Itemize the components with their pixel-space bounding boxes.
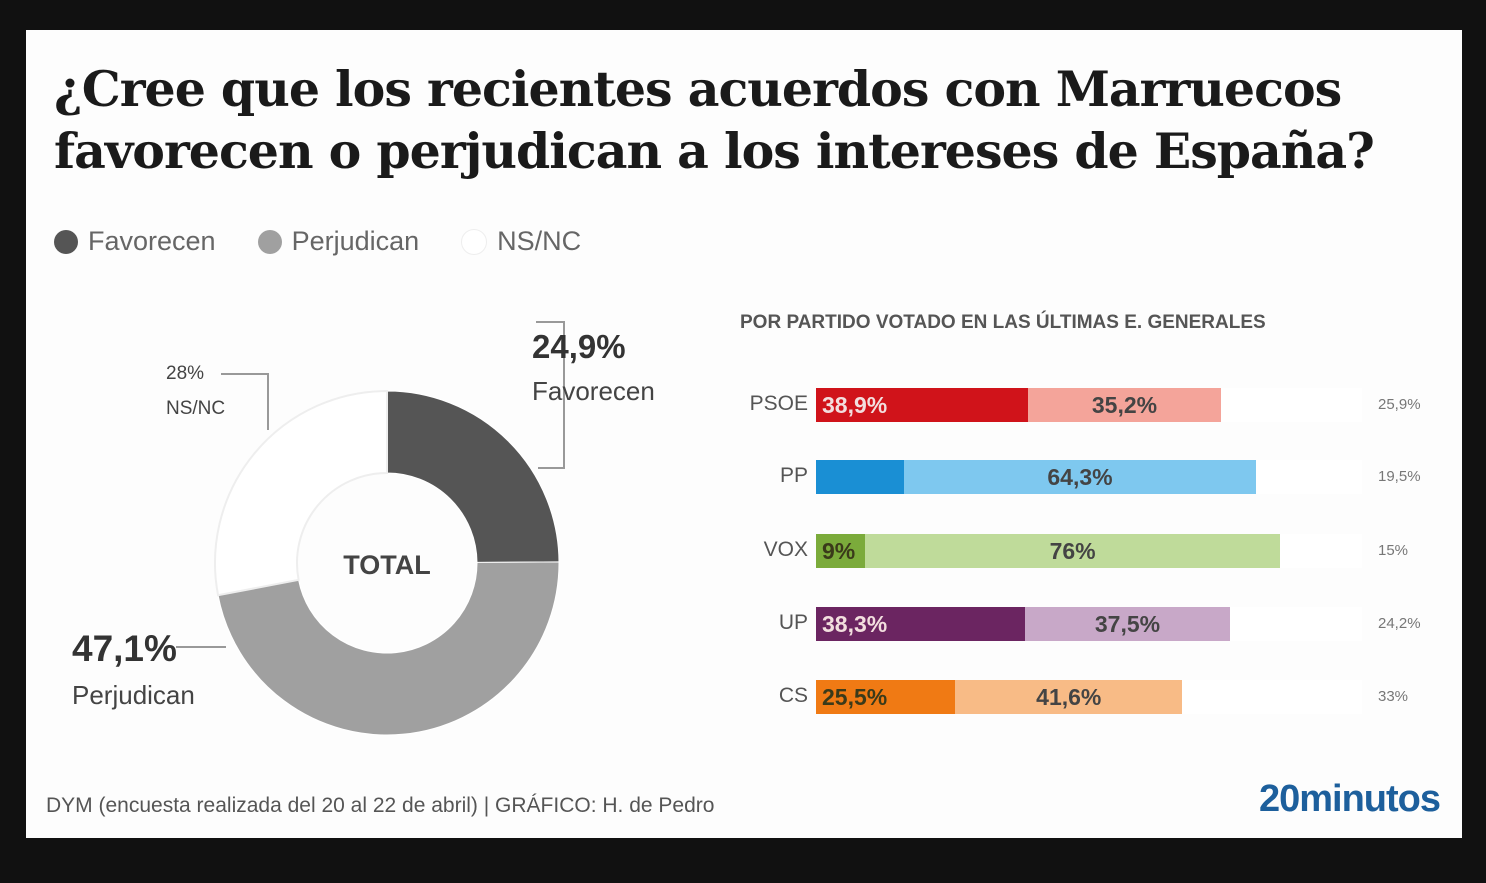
label-name-perjudican: Perjudican xyxy=(72,680,195,710)
infographic-card: ¿Cree que los recientes acuerdos con Mar… xyxy=(26,30,1462,838)
legend-label: NS/NC xyxy=(497,226,582,256)
leader-line-favorecen xyxy=(536,321,565,469)
label-name-favorecen: Favorecen xyxy=(532,376,655,406)
bar-row-up: UP 38,3% 37,5% 24,2% xyxy=(726,607,1446,641)
bar-segment-nsnc xyxy=(1182,680,1362,714)
legend-label: Perjudican xyxy=(291,226,420,256)
donut-chart: TOTAL xyxy=(176,321,565,736)
bar-segment-perjudican: 41,6% xyxy=(955,680,1183,714)
bar-track: 16,2% 64,3% xyxy=(816,460,1362,494)
bar-value-label: 41,6% xyxy=(1036,683,1102,710)
bar-segment-nsnc xyxy=(1255,460,1362,494)
legend: Favorecen Perjudican NS/NC xyxy=(54,226,581,257)
bar-value-label: 38,3% xyxy=(822,610,888,637)
bar-value-label-nsnc: 19,5% xyxy=(1378,468,1421,485)
legend-swatch xyxy=(461,228,488,255)
party-label: CS xyxy=(778,684,808,707)
legend-swatch xyxy=(257,229,282,254)
bar-segment-nsnc xyxy=(1229,607,1362,641)
bar-value-label: 76% xyxy=(1049,537,1096,564)
bar-track: 9% 76% xyxy=(816,534,1362,568)
bar-track: 38,3% 37,5% xyxy=(816,607,1362,641)
legend-swatch xyxy=(54,229,78,254)
bar-segment-perjudican: 64,3% xyxy=(904,460,1256,494)
leader-line-nsnc xyxy=(221,373,269,430)
bar-value-label-nsnc: 33% xyxy=(1378,688,1409,705)
bar-segment-perjudican: 76% xyxy=(865,534,1281,568)
bar-value-label-nsnc: 25,9% xyxy=(1378,396,1421,413)
bar-value-label: 37,5% xyxy=(1094,610,1161,637)
party-label: PP xyxy=(779,464,808,487)
bar-track: 25,5% 41,6% xyxy=(816,680,1362,714)
source-note: DYM (encuesta realizada del 20 al 22 de … xyxy=(46,794,715,817)
chart-title: ¿Cree que los recientes acuerdos con Mar… xyxy=(54,60,1375,180)
donut-slice-favorecen xyxy=(386,390,560,563)
bar-row-cs: CS 25,5% 41,6% 33% xyxy=(726,680,1446,714)
bar-value-label: 9% xyxy=(822,537,856,564)
bar-value-label-nsnc: 24,2% xyxy=(1378,615,1421,632)
bar-segment-favorecen: 16,2% xyxy=(816,460,905,494)
legend-label: Favorecen xyxy=(88,226,216,256)
bar-segment-favorecen: 38,9% xyxy=(816,388,1029,422)
bar-segment-perjudican: 35,2% xyxy=(1028,388,1221,422)
bar-segment-nsnc xyxy=(1220,388,1362,422)
bar-row-psoe: PSOE 38,9% 35,2% 25,9% xyxy=(726,388,1446,422)
bar-segment-perjudican: 37,5% xyxy=(1025,607,1230,641)
bar-segment-favorecen: 9% xyxy=(816,534,866,568)
party-label: UP xyxy=(778,611,808,634)
donut-slice-perjudican xyxy=(217,561,560,736)
legend-item-perjudican: Perjudican xyxy=(257,226,420,257)
bar-track: 38,9% 35,2% xyxy=(816,388,1362,422)
bar-row-vox: VOX 9% 76% 15% xyxy=(726,534,1446,568)
bar-chart-title: POR PARTIDO VOTADO EN LAS ÚLTIMAS E. GEN… xyxy=(740,312,1266,333)
donut-slice-nsnc xyxy=(214,389,388,597)
bar-segment-nsnc xyxy=(1280,534,1362,568)
party-label: PSOE xyxy=(749,392,808,415)
bar-row-pp: PP 16,2% 64,3% 19,5% xyxy=(726,460,1446,494)
bar-value-label: 35,2% xyxy=(1091,391,1158,418)
donut-center-label: TOTAL xyxy=(343,550,431,580)
label-value-favorecen: 24,9% xyxy=(532,328,626,365)
bar-segment-favorecen: 38,3% xyxy=(816,607,1026,641)
legend-item-favorecen: Favorecen xyxy=(54,226,216,257)
label-value-nsnc: 28% xyxy=(166,363,205,384)
legend-item-nsnc: NS/NC xyxy=(461,226,581,257)
bar-value-label: 38,9% xyxy=(822,391,888,418)
label-name-nsnc: NS/NC xyxy=(166,398,226,419)
brand-logo: 20minutos xyxy=(1258,778,1441,820)
bar-value-label-nsnc: 15% xyxy=(1378,542,1409,559)
bar-value-label: 25,5% xyxy=(822,683,888,710)
party-label: VOX xyxy=(763,538,808,561)
label-value-perjudican: 47,1% xyxy=(72,628,177,669)
bar-segment-favorecen: 25,5% xyxy=(816,680,956,714)
bar-value-label: 64,3% xyxy=(1047,463,1113,490)
